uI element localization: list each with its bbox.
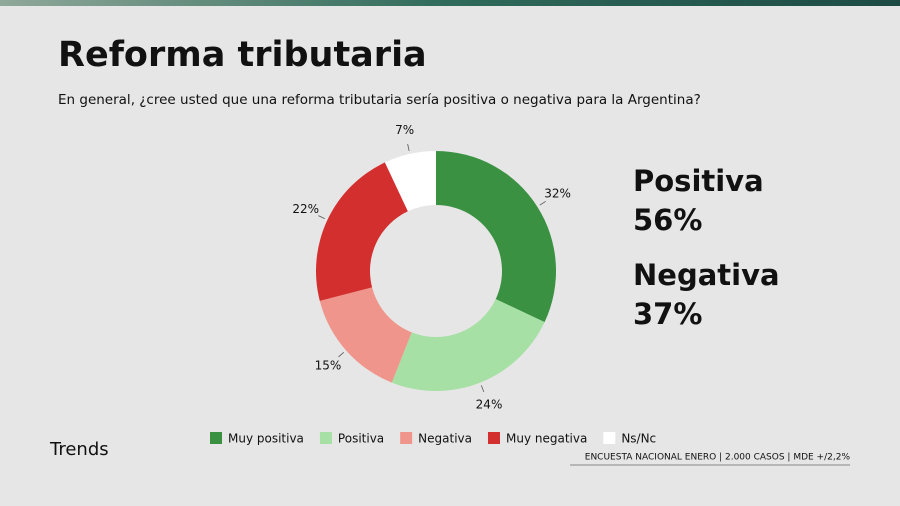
legend-swatch <box>487 432 500 444</box>
leader-line <box>539 201 546 206</box>
summary-value: 37% <box>633 297 702 331</box>
legend-label: Ns/Nc <box>621 432 656 446</box>
legend-swatch <box>210 432 222 444</box>
donut-slice <box>319 287 412 383</box>
summary-label: Negativa <box>633 258 780 292</box>
leader-line <box>480 385 485 393</box>
legend-label: Negativa <box>418 432 472 446</box>
donut-slice <box>384 151 436 212</box>
data-label: 22% <box>292 202 319 216</box>
donut-slice <box>316 162 408 301</box>
donut-slice <box>436 151 556 323</box>
chart-subtitle: En general, ¿cree usted que una reforma … <box>58 92 701 108</box>
leader-line <box>318 215 325 219</box>
data-label: 15% <box>315 359 342 373</box>
legend-swatch <box>603 432 616 444</box>
chart-title: Reforma tributaria <box>58 35 427 75</box>
brand: Trends <box>49 439 109 460</box>
leader-line <box>338 352 345 358</box>
summary-value: 56% <box>633 203 702 237</box>
legend-swatch <box>400 432 413 444</box>
data-label: 7% <box>395 123 414 137</box>
legend-label: Positiva <box>338 432 384 446</box>
data-label: 32% <box>544 186 571 200</box>
legend-label: Muy positiva <box>228 432 304 446</box>
leader-line <box>407 144 410 152</box>
top-strip <box>0 0 900 6</box>
donut-slice <box>391 299 545 391</box>
source: ENCUESTA NACIONAL ENERO | 2.000 CASOS | … <box>585 453 851 463</box>
legend-label: Muy negativa <box>506 432 587 446</box>
data-label: 24% <box>476 397 503 411</box>
summary-label: Positiva <box>633 164 764 198</box>
legend-swatch <box>319 432 332 444</box>
